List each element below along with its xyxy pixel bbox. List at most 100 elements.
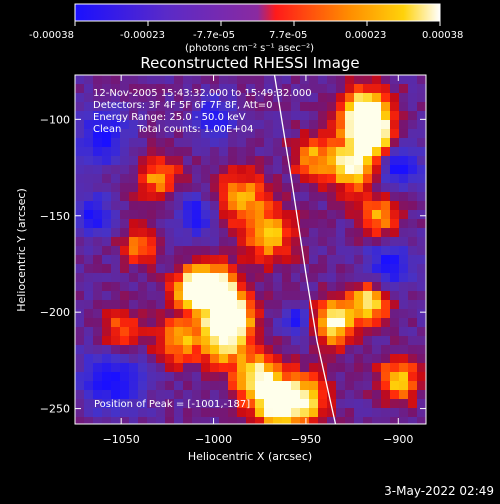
colorbar-tick-label-5: 0.00038 <box>422 30 463 41</box>
chart-title: Reconstructed RHESSI Image <box>140 54 359 72</box>
heatmap-cell <box>102 84 112 94</box>
heatmap-cell <box>111 75 121 85</box>
heatmap-cell <box>336 318 346 328</box>
heatmap-cell <box>165 273 175 283</box>
heatmap-cell <box>111 93 121 103</box>
heatmap-cell <box>336 417 346 424</box>
heatmap-cell <box>345 129 355 139</box>
heatmap-cell <box>120 93 130 103</box>
heatmap-cell <box>174 111 184 121</box>
heatmap-cell <box>102 345 112 355</box>
heatmap-cell <box>246 273 256 283</box>
heatmap-cell <box>246 282 256 292</box>
heatmap-cell <box>336 291 346 301</box>
heatmap-cell <box>318 102 328 112</box>
heatmap-cell <box>84 147 94 157</box>
heatmap-cell <box>165 354 175 364</box>
colorbar-tick-label-2: -7.7e-05 <box>193 30 235 41</box>
heatmap-cell <box>345 192 355 202</box>
heatmap-cell <box>138 228 148 238</box>
colorbar-ticks <box>74 21 441 26</box>
heatmap-cell <box>228 102 238 112</box>
heatmap-cell <box>390 75 400 85</box>
heatmap-cell <box>417 156 426 166</box>
heatmap-cell <box>345 237 355 247</box>
heatmap-cell <box>408 273 418 283</box>
heatmap-cell <box>174 102 184 112</box>
heatmap-cell <box>102 390 112 400</box>
heatmap-cell <box>174 246 184 256</box>
heatmap-cell <box>255 192 265 202</box>
heatmap-cell <box>300 372 310 382</box>
heatmap-cell <box>75 336 85 346</box>
heatmap-cell <box>390 246 400 256</box>
heatmap-cell <box>318 345 328 355</box>
heatmap-cell <box>399 327 409 337</box>
heatmap-cell <box>174 165 184 175</box>
heatmap-cell <box>327 147 337 157</box>
heatmap-cell <box>210 408 220 418</box>
heatmap-cell <box>174 363 184 373</box>
heatmap-cell <box>363 228 373 238</box>
heatmap-cell <box>111 210 121 220</box>
heatmap-cell <box>408 408 418 418</box>
heatmap-cell <box>237 228 247 238</box>
heatmap-cell <box>120 138 130 148</box>
heatmap-cell <box>327 201 337 211</box>
heatmap-cell <box>363 381 373 391</box>
heatmap-cell <box>120 255 130 265</box>
heatmap-cell <box>201 363 211 373</box>
heatmap-cell <box>75 192 85 202</box>
heatmap-cell <box>318 273 328 283</box>
heatmap-cell <box>174 273 184 283</box>
heatmap-cell <box>129 318 139 328</box>
heatmap-cell <box>138 372 148 382</box>
heatmap-cell <box>219 228 229 238</box>
heatmap-cell <box>318 300 328 310</box>
heatmap-cell <box>93 291 103 301</box>
heatmap-cell <box>363 282 373 292</box>
heatmap-cell <box>300 93 310 103</box>
heatmap-cell <box>417 192 426 202</box>
heatmap-cell <box>219 246 229 256</box>
heatmap-cell <box>165 210 175 220</box>
heatmap-cell <box>408 219 418 229</box>
heatmap-cell <box>138 264 148 274</box>
heatmap-cell <box>390 354 400 364</box>
x-tick-label: −1000 <box>195 433 232 446</box>
heatmap-cell <box>84 327 94 337</box>
heatmap-cell <box>336 210 346 220</box>
heatmap-cell <box>282 345 292 355</box>
heatmap-cell <box>228 183 238 193</box>
heatmap-cell <box>147 210 157 220</box>
heatmap-cell <box>291 399 301 409</box>
heatmap-cell <box>174 129 184 139</box>
heatmap-cell <box>390 138 400 148</box>
heatmap-cell <box>147 120 157 130</box>
heatmap-cell <box>210 111 220 121</box>
heatmap-cell <box>354 318 364 328</box>
heatmap-cell <box>228 309 238 319</box>
heatmap-cell <box>300 210 310 220</box>
heatmap-cell <box>363 75 373 85</box>
heatmap-cell <box>273 228 283 238</box>
heatmap-cell <box>264 300 274 310</box>
heatmap-cell <box>210 318 220 328</box>
heatmap-cell <box>309 273 319 283</box>
heatmap-cell <box>255 273 265 283</box>
heatmap-cell <box>219 210 229 220</box>
heatmap-cell <box>273 399 283 409</box>
heatmap-cell <box>318 129 328 139</box>
heatmap-cell <box>417 273 426 283</box>
heatmap-cell <box>111 309 121 319</box>
heatmap-cell <box>273 291 283 301</box>
heatmap-cell <box>264 381 274 391</box>
heatmap-cell <box>102 120 112 130</box>
heatmap-cell <box>147 219 157 229</box>
heatmap-cell <box>345 381 355 391</box>
heatmap-cell <box>192 363 202 373</box>
heatmap-cell <box>273 84 283 94</box>
heatmap-cell <box>201 318 211 328</box>
heatmap-cell <box>93 183 103 193</box>
heatmap-cell <box>363 111 373 121</box>
